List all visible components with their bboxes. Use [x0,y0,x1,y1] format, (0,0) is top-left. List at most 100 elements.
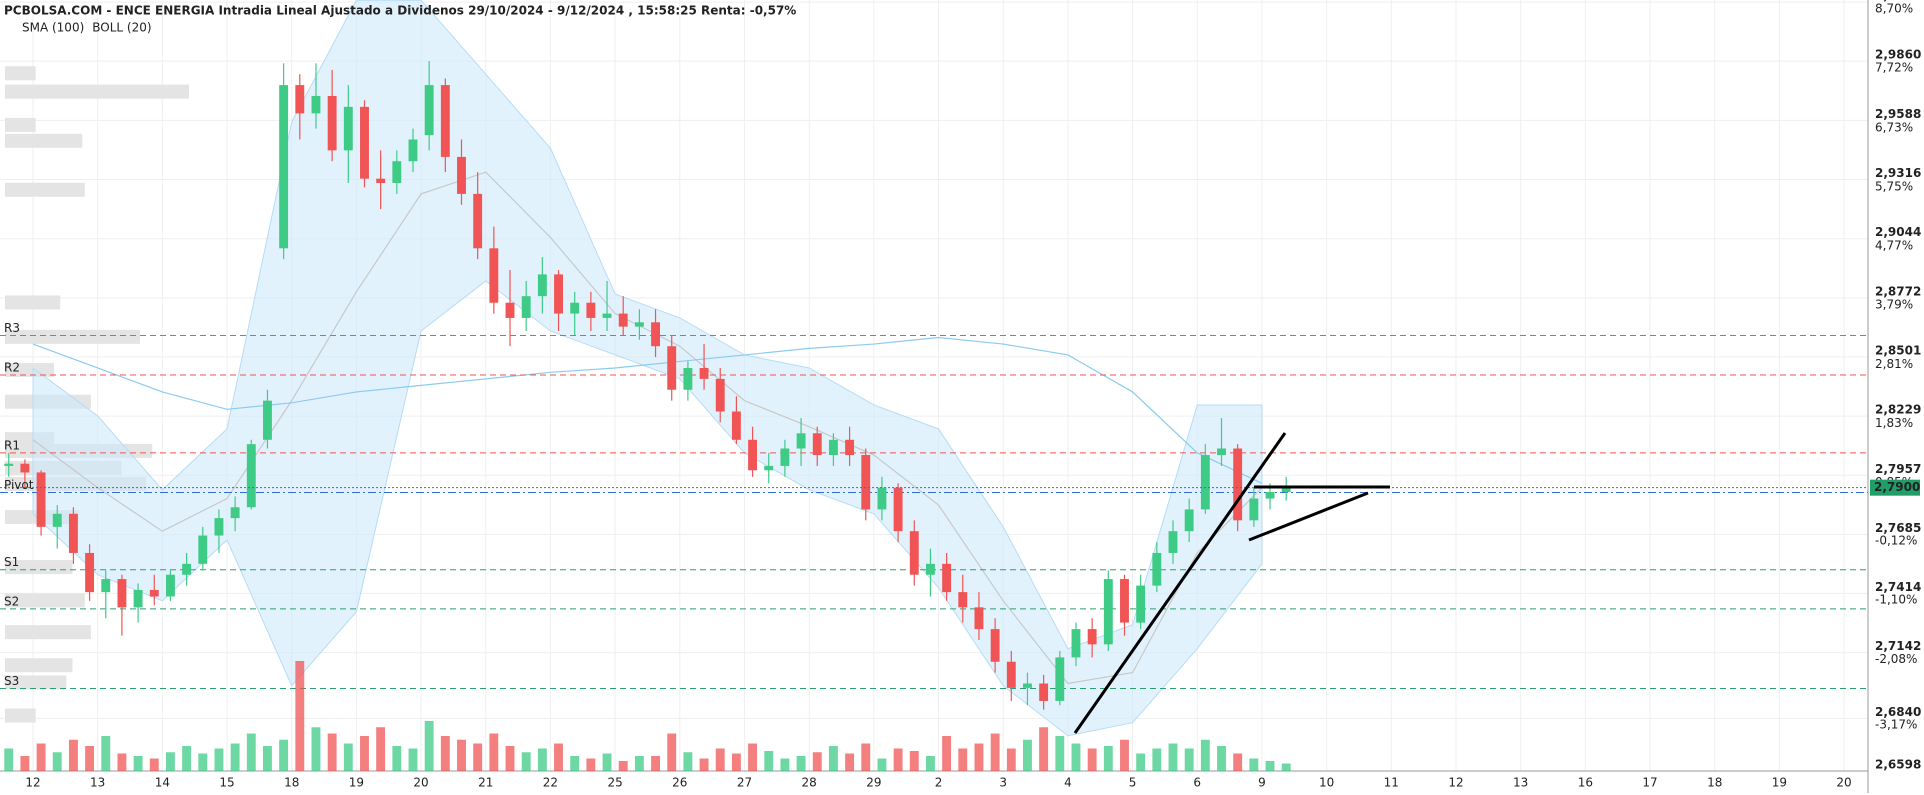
y-tick-label: 2,8229 [1875,403,1921,417]
candle-body [845,439,855,456]
volume-profile-bar [5,625,91,640]
x-tick-label: 2 [935,776,943,790]
volume-profile-bar [5,658,73,673]
candle-body [780,448,790,466]
volume-bar [68,739,78,771]
volume-bar [1281,763,1291,771]
volume-bar [1023,739,1032,771]
volume-bar [554,743,563,771]
volume-bar [149,758,159,771]
volume-bar [4,748,14,771]
volume-bar [715,748,725,771]
candle-body [861,455,871,510]
volume-bar [1039,727,1049,771]
candle-body [1039,683,1049,701]
x-tick-label: 29 [866,776,881,790]
volume-profile-bar [5,182,85,197]
last-price-box [1870,479,1920,496]
x-tick-label: 22 [543,776,558,790]
x-tick-label: 11 [1384,776,1399,790]
candle-body [505,302,515,318]
bollinger-middle [32,171,1263,685]
volume-bar [101,736,111,771]
volume-bar [1136,753,1146,771]
candle-body [68,513,78,553]
candle-body [133,589,143,608]
candle-body [85,552,95,593]
y-tick-label: 2,6598 [1875,758,1921,772]
volume-bar [133,756,143,771]
y2-tick-label: 6,73% [1875,120,1913,134]
candle-body [1184,509,1194,532]
volume-bar [651,756,660,771]
x-tick-label: 3 [999,776,1007,790]
candle-body [715,378,725,412]
y2-tick-label: -0,12% [1875,534,1917,548]
candle-body [165,574,175,597]
volume-bar [214,748,224,771]
x-tick-label: 20 [1836,776,1851,790]
volume-bar [182,746,192,771]
candle-body [1168,531,1178,553]
y-tick-label: 2,8772 [1875,284,1921,298]
x-tick-label: 18 [284,776,299,790]
volume-profile-bar [5,295,61,310]
candle-body [52,513,62,527]
candle-body [20,463,30,473]
candle-body [602,313,612,318]
volume-profile-bar [5,133,83,148]
volume-bar [748,743,758,771]
x-tick-label: 19 [1772,776,1787,790]
volume-bar [618,761,628,771]
legend-entry: BOLL (20) [92,21,151,35]
candle-body [990,629,1000,662]
candle-body [909,531,919,575]
volume-bar [457,739,466,771]
volume-bar [1249,758,1259,771]
candle-body [1006,661,1016,688]
y-tick-label: 2,6840 [1875,705,1921,719]
volume-bar [473,743,483,771]
y2-tick-label: 8,70% [1875,2,1913,16]
x-tick-label: 18 [1707,776,1722,790]
volume-bar [634,756,644,771]
candle-body [1071,629,1081,658]
candle-body [473,193,483,249]
volume-bar [1120,739,1129,771]
candle-body [343,106,353,151]
candle-body [796,433,806,449]
volume-bar [1152,748,1162,771]
candle-body [1249,498,1259,521]
y-tick-label: 2,7414 [1875,580,1921,594]
volume-bar [263,746,272,771]
volume-bar [861,743,871,771]
volume-bar [424,721,434,771]
x-tick-label: 12 [25,776,40,790]
candle-body [263,400,272,440]
candle-body [1217,448,1226,456]
x-tick-label: 14 [155,776,170,790]
sma-line [32,336,1263,484]
volume-profile-bar [5,675,67,690]
x-tick-label: 20 [413,776,428,790]
volume-bar [780,758,790,771]
volume-bar [343,743,353,771]
candle-body [1136,585,1146,623]
candle-body [327,95,337,151]
trend-line [1248,491,1369,542]
pivot-label: S3 [4,674,19,688]
candle-body [958,592,968,608]
volume-bar [165,752,175,771]
volume-bar [230,743,240,771]
candle-body [731,411,741,440]
volume-bar [246,733,256,771]
candle-body [570,302,580,314]
x-tick-label: 21 [478,776,493,790]
candle-body [36,472,46,527]
volume-bar [1217,746,1226,771]
candle-body [651,322,660,347]
volume-bar [489,733,499,771]
volume-bar [796,756,806,771]
volume-bar [198,753,208,771]
pivot-label: S1 [4,555,19,569]
